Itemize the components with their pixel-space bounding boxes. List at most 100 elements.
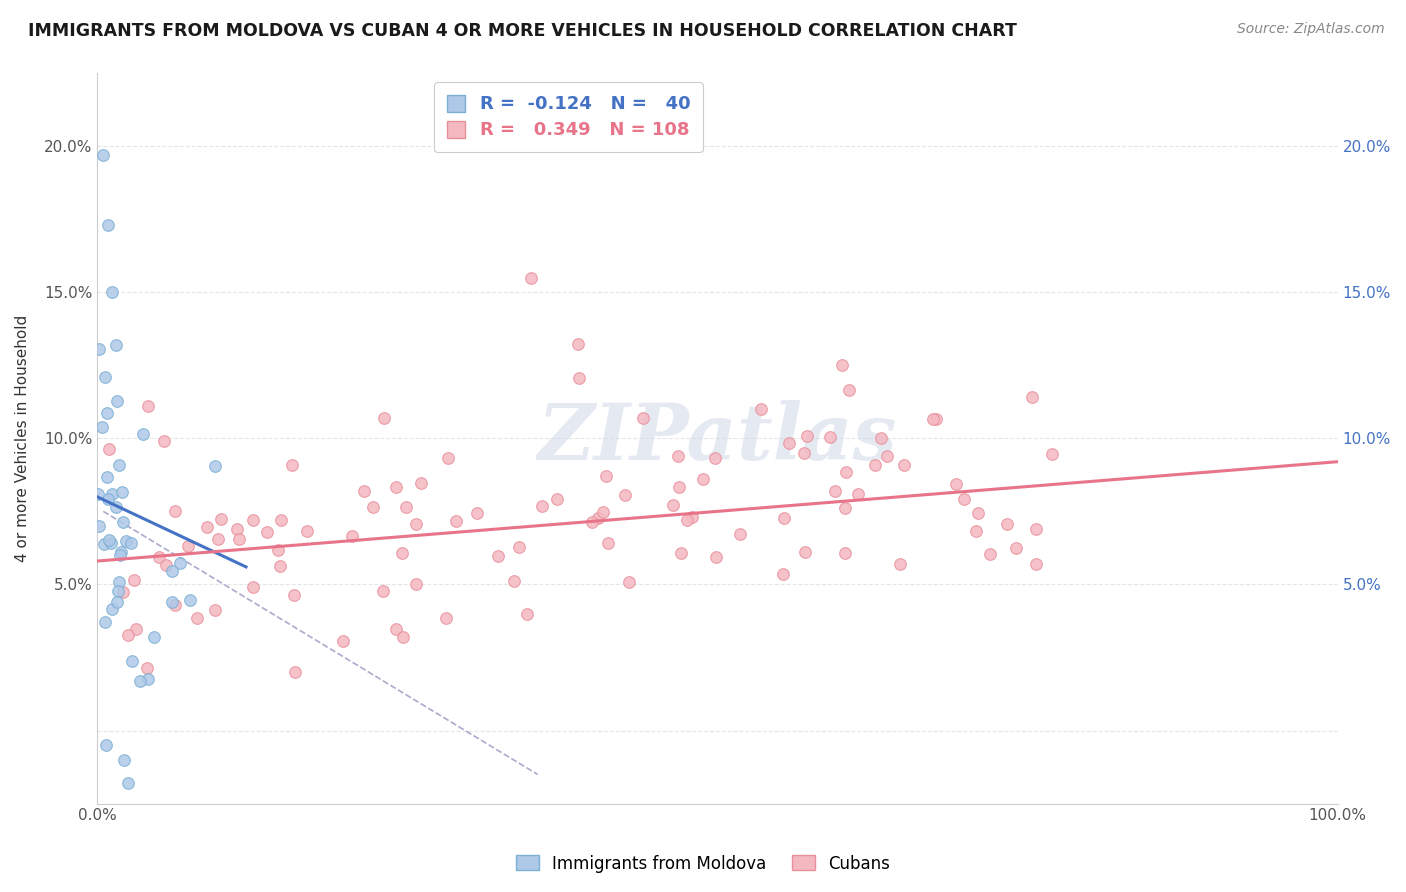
Point	[97, 492, 120, 507]
Point	[876, 449, 898, 463]
Point	[160, 564, 183, 578]
Point	[411, 475, 433, 490]
Point	[1025, 558, 1047, 572]
Point	[515, 607, 537, 622]
Point	[508, 540, 530, 554]
Point	[373, 411, 395, 425]
Point	[91, 148, 114, 162]
Point	[186, 610, 208, 624]
Point	[135, 661, 157, 675]
Point	[105, 394, 128, 409]
Point	[142, 631, 165, 645]
Point	[363, 500, 385, 514]
Point	[692, 472, 714, 486]
Point	[373, 584, 395, 599]
Point	[270, 513, 292, 527]
Point	[434, 610, 457, 624]
Point	[617, 574, 640, 589]
Point	[965, 524, 987, 538]
Point	[581, 515, 603, 529]
Point	[681, 510, 703, 524]
Point	[966, 506, 988, 520]
Point	[824, 483, 846, 498]
Point	[568, 371, 591, 385]
Point	[100, 601, 122, 615]
Point	[97, 533, 120, 548]
Point	[117, 628, 139, 642]
Point	[793, 445, 815, 459]
Point	[179, 592, 201, 607]
Point	[107, 458, 129, 473]
Point	[111, 485, 134, 500]
Point	[1025, 523, 1047, 537]
Point	[169, 556, 191, 570]
Point	[1021, 390, 1043, 404]
Point	[846, 487, 869, 501]
Point	[831, 358, 853, 372]
Point	[93, 537, 115, 551]
Point	[405, 577, 427, 591]
Point	[209, 512, 232, 526]
Point	[1004, 541, 1026, 555]
Point	[163, 504, 186, 518]
Point	[614, 488, 637, 502]
Point	[834, 500, 856, 515]
Legend: Immigrants from Moldova, Cubans: Immigrants from Moldova, Cubans	[509, 848, 897, 880]
Point	[148, 549, 170, 564]
Point	[93, 370, 115, 384]
Point	[283, 588, 305, 602]
Point	[503, 574, 526, 588]
Point	[394, 500, 416, 514]
Point	[87, 487, 110, 501]
Point	[631, 411, 654, 425]
Point	[122, 574, 145, 588]
Point	[96, 406, 118, 420]
Point	[107, 574, 129, 589]
Point	[104, 338, 127, 352]
Point	[592, 505, 614, 519]
Text: IMMIGRANTS FROM MOLDOVA VS CUBAN 4 OR MORE VEHICLES IN HOUSEHOLD CORRELATION CHA: IMMIGRANTS FROM MOLDOVA VS CUBAN 4 OR MO…	[28, 22, 1017, 40]
Point	[668, 480, 690, 494]
Point	[834, 546, 856, 560]
Point	[385, 622, 408, 636]
Point	[155, 558, 177, 572]
Point	[97, 218, 120, 232]
Point	[995, 516, 1018, 531]
Point	[131, 427, 153, 442]
Point	[893, 458, 915, 473]
Point	[96, 469, 118, 483]
Point	[281, 458, 304, 472]
Point	[121, 654, 143, 668]
Point	[267, 543, 290, 558]
Point	[793, 545, 815, 559]
Point	[889, 558, 911, 572]
Point	[112, 585, 135, 599]
Point	[284, 665, 307, 679]
Point	[835, 465, 858, 479]
Point	[228, 532, 250, 546]
Point	[136, 399, 159, 413]
Point	[596, 535, 619, 549]
Point	[129, 674, 152, 689]
Point	[107, 584, 129, 599]
Point	[796, 428, 818, 442]
Point	[486, 549, 509, 563]
Point	[676, 513, 699, 527]
Point	[730, 527, 752, 541]
Point	[90, 420, 112, 434]
Point	[704, 549, 727, 564]
Point	[586, 511, 609, 525]
Point	[207, 532, 229, 546]
Point	[567, 337, 589, 351]
Point	[104, 500, 127, 515]
Point	[437, 451, 460, 466]
Point	[392, 630, 415, 644]
Point	[163, 599, 186, 613]
Point	[204, 458, 226, 473]
Point	[114, 534, 136, 549]
Point	[89, 519, 111, 533]
Point	[778, 436, 800, 450]
Point	[922, 412, 945, 426]
Point	[100, 536, 122, 550]
Point	[110, 545, 132, 559]
